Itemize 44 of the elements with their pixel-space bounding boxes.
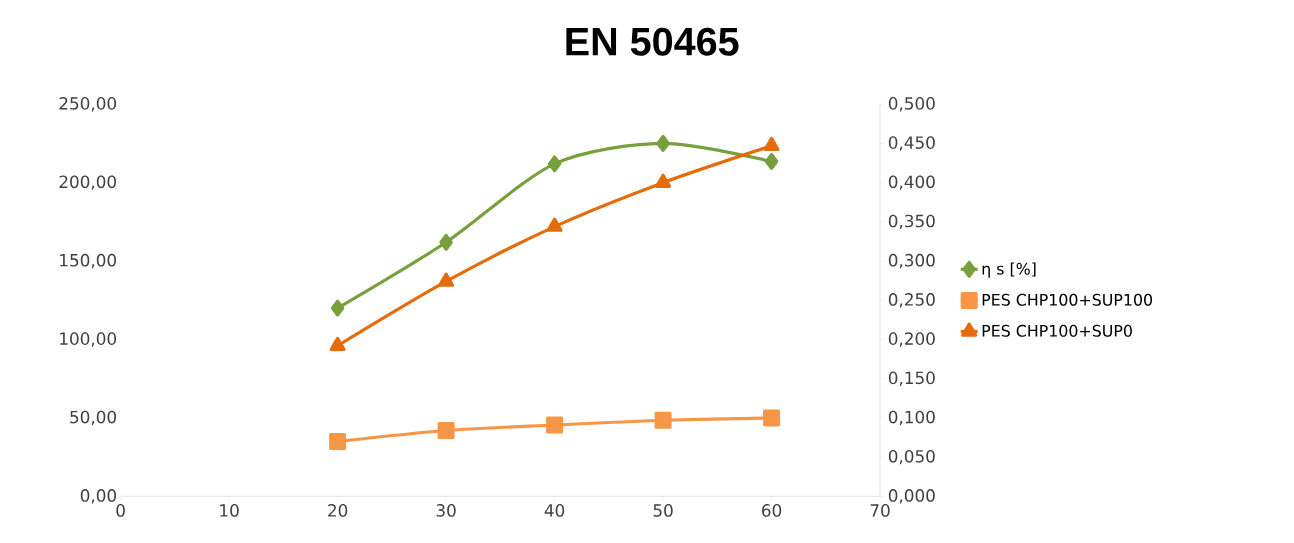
x-tick-label: 10: [220, 504, 239, 517]
point: [547, 155, 562, 173]
point: [656, 134, 670, 152]
point: [438, 272, 455, 287]
y2-tick-label: 0,150: [888, 371, 935, 386]
y2-tick-label: 0,300: [888, 253, 935, 269]
x-tick-label: 0: [116, 504, 125, 517]
x-tick-label: 40: [544, 504, 565, 517]
point: [330, 299, 345, 317]
y-tick-label: 100,00: [60, 332, 117, 347]
y2-tick-label: 0,050: [888, 449, 935, 465]
y2-tick-label: 0,450: [888, 136, 935, 151]
legend-label: PES CHP100+SUP100: [982, 293, 1153, 306]
x-tick-label: 50: [653, 504, 673, 517]
point: [437, 421, 455, 439]
y2-tick-label: 0,400: [888, 175, 935, 190]
x-tick-label: 60: [762, 504, 782, 517]
y2-tick-label: 0,000: [888, 489, 935, 504]
point: [329, 336, 346, 352]
point: [655, 173, 672, 188]
point: [764, 152, 779, 170]
y2-tick-label: 0,200: [888, 332, 935, 347]
y-tick-label: 150,00: [60, 253, 117, 269]
x-tick-label: 30: [436, 504, 456, 517]
legend-label: PES CHP100+SUP0: [982, 324, 1132, 337]
point: [439, 233, 453, 251]
point: [546, 416, 564, 434]
y-tick-label: 0,00: [80, 489, 117, 504]
point: [329, 432, 347, 450]
y-tick-label: 50,00: [70, 410, 117, 426]
y-tick-label: 250,00: [59, 97, 117, 112]
y2-tick-label: 0,500: [888, 97, 935, 112]
point: [763, 136, 780, 152]
legend-label: η s [%]: [982, 262, 1036, 278]
chart-title: EN 50465: [566, 27, 739, 56]
y2-tick-label: 0,250: [888, 293, 935, 308]
point: [763, 409, 781, 427]
y-tick-label: 200,00: [59, 175, 117, 190]
point: [654, 411, 672, 429]
x-tick-label: 20: [328, 504, 348, 517]
y2-tick-label: 0,100: [888, 410, 935, 426]
x-tick-label: 70: [870, 504, 890, 517]
point: [546, 217, 563, 232]
y2-tick-label: 0,350: [888, 214, 935, 230]
